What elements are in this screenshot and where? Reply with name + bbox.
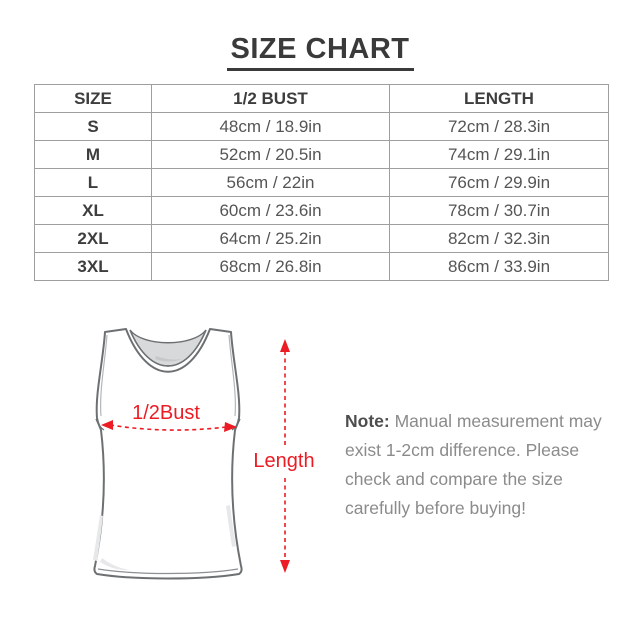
table-header-row: SIZE 1/2 BUST LENGTH [34, 84, 609, 113]
header-size: SIZE [34, 84, 152, 113]
table-row: S 48cm / 18.9in 72cm / 28.3in [34, 112, 609, 141]
bust-value: 68cm / 26.8in [151, 252, 390, 281]
size-value: L [34, 168, 152, 197]
size-value: XL [34, 196, 152, 225]
length-arrow [280, 339, 290, 573]
note-label: Note: [345, 411, 390, 431]
header-bust: 1/2 BUST [151, 84, 390, 113]
size-value: M [34, 140, 152, 169]
bust-value: 52cm / 20.5in [151, 140, 390, 169]
length-value: 82cm / 32.3in [389, 224, 609, 253]
table-row: 3XL 68cm / 26.8in 86cm / 33.9in [34, 252, 609, 281]
bust-value: 60cm / 23.6in [151, 196, 390, 225]
length-value: 86cm / 33.9in [389, 252, 609, 281]
note-line: check and compare the size [345, 469, 563, 489]
page-header: SIZE CHART [0, 33, 640, 71]
tank-top-illustration: 1/2Bust Length [93, 328, 315, 580]
length-label: Length [253, 450, 314, 472]
table-row: M 52cm / 20.5in 74cm / 29.1in [34, 140, 609, 169]
note-line: exist 1-2cm difference. Please [345, 440, 580, 460]
length-value: 74cm / 29.1in [389, 140, 609, 169]
note-text: Manual measurement may [394, 411, 602, 431]
table-row: XL 60cm / 23.6in 78cm / 30.7in [34, 196, 609, 225]
bust-arrow [101, 420, 237, 432]
measurement-note: Note: Manual measurement may exist 1-2cm… [345, 407, 613, 523]
note-line: carefully before buying! [345, 498, 526, 518]
bust-value: 56cm / 22in [151, 168, 390, 197]
bust-label: 1/2Bust [132, 402, 200, 424]
size-value: 2XL [34, 224, 152, 253]
page-title: SIZE CHART [226, 33, 414, 71]
table-row: L 56cm / 22in 76cm / 29.9in [34, 168, 609, 197]
bust-value: 64cm / 25.2in [151, 224, 390, 253]
note-line: Note: Manual measurement may [345, 407, 613, 436]
size-value: 3XL [34, 252, 152, 281]
length-value: 72cm / 28.3in [389, 112, 609, 141]
size-chart-table: SIZE 1/2 BUST LENGTH S 48cm / 18.9in 72c… [34, 84, 609, 281]
tank-top-body [93, 328, 243, 580]
length-value: 76cm / 29.9in [389, 168, 609, 197]
table-row: 2XL 64cm / 25.2in 82cm / 32.3in [34, 224, 609, 253]
header-length: LENGTH [389, 84, 609, 113]
bust-value: 48cm / 18.9in [151, 112, 390, 141]
size-value: S [34, 112, 152, 141]
tank-top-collar [129, 329, 207, 367]
length-value: 78cm / 30.7in [389, 196, 609, 225]
